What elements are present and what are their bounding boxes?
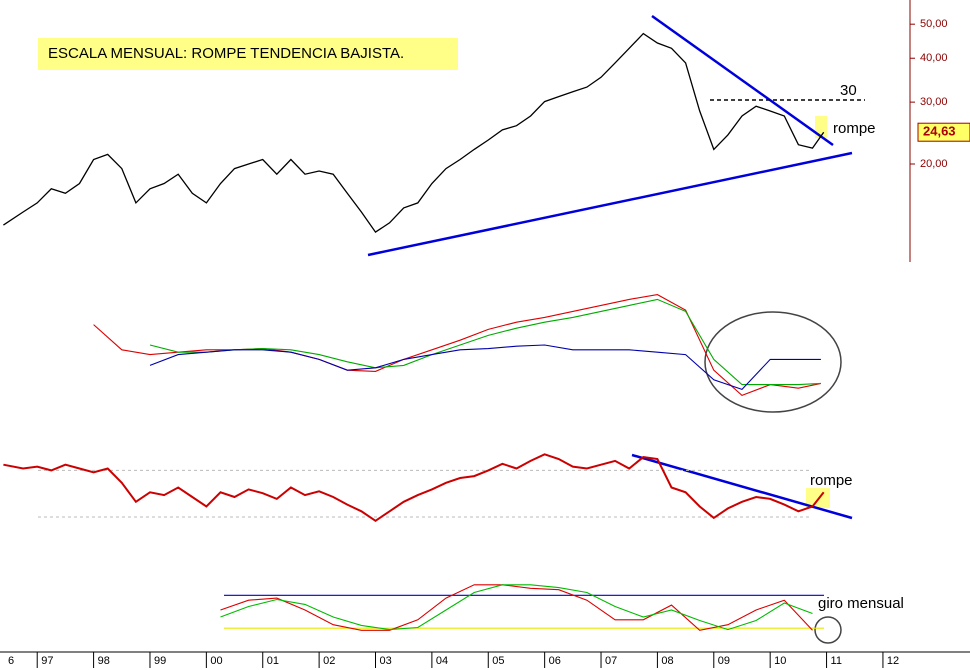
x-tick-label: 11 <box>831 655 842 667</box>
x-tick-label: 12 <box>887 655 899 667</box>
title-box <box>38 38 458 70</box>
x-tick-label: 97 <box>41 655 53 667</box>
x-tick-label: 04 <box>436 655 448 667</box>
x-tick-label: 02 <box>323 655 335 667</box>
annotation: rompe <box>833 120 876 137</box>
series-line <box>3 32 825 233</box>
series-line <box>149 344 821 391</box>
x-tick-label: 98 <box>98 655 110 667</box>
x-tick-label: 07 <box>605 655 617 667</box>
y-tick-label: 20,00 <box>920 158 948 170</box>
annotation: 30 <box>840 82 857 99</box>
annotation: rompe <box>810 472 853 489</box>
x-tick-label: 10 <box>774 655 786 667</box>
trend-line <box>651 14 834 147</box>
x-tick-label: 6 <box>8 655 14 667</box>
price-tag <box>917 122 970 142</box>
series-line <box>3 453 825 523</box>
x-tick-label: 09 <box>718 655 730 667</box>
highlight-circle <box>814 616 842 644</box>
annotation: giro mensual <box>818 595 904 612</box>
x-tick-label: 00 <box>210 655 222 667</box>
series-line <box>220 584 813 631</box>
y-tick-label: 30,00 <box>920 96 948 108</box>
trend-line <box>631 453 853 520</box>
x-tick-label: 99 <box>154 655 166 667</box>
series-line <box>220 584 813 631</box>
x-tick-label: 05 <box>492 655 504 667</box>
x-tick-label: 03 <box>380 655 392 667</box>
x-tick-label: 08 <box>661 655 673 667</box>
y-tick-label: 50,00 <box>920 18 948 30</box>
chart-title: ESCALA MENSUAL: ROMPE TENDENCIA BAJISTA. <box>48 45 404 62</box>
trend-line <box>367 151 853 257</box>
y-tick-label: 40,00 <box>920 52 948 64</box>
x-tick-label: 01 <box>267 655 279 667</box>
series-line <box>149 298 821 386</box>
series-line <box>93 294 822 397</box>
highlight-ellipse <box>704 311 842 413</box>
x-tick-label: 06 <box>549 655 561 667</box>
price-tag-label: 24,63 <box>923 124 956 139</box>
